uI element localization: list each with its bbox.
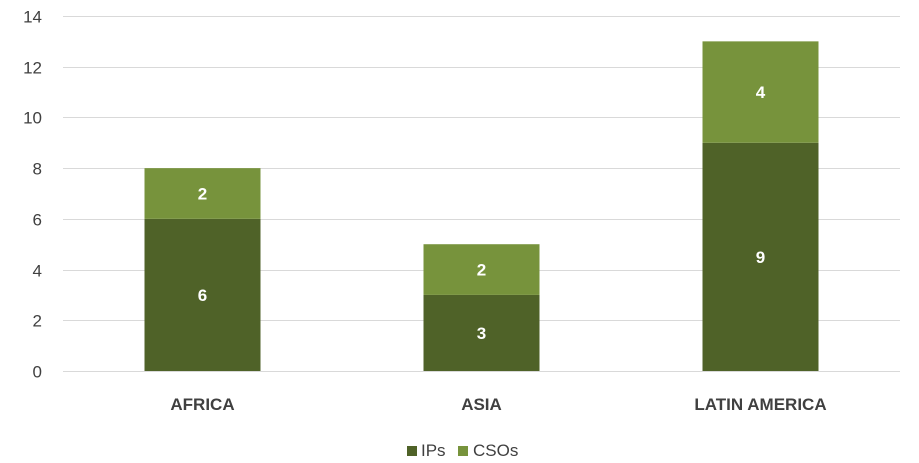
legend-swatch-csos — [458, 446, 468, 456]
y-tick-label: 8 — [33, 160, 42, 179]
x-axis-categories: AFRICA ASIA LATIN AMERICA — [170, 395, 826, 414]
y-tick-label: 4 — [33, 262, 42, 281]
y-tick-label: 0 — [33, 363, 42, 382]
bar-ips-asia — [423, 294, 540, 371]
y-tick-label: 10 — [23, 109, 42, 128]
legend: IPs CSOs — [407, 441, 518, 460]
y-tick-label: 6 — [33, 211, 42, 230]
bar-csos-africa — [144, 168, 261, 219]
data-label: 6 — [198, 286, 207, 305]
legend-swatch-ips — [407, 446, 417, 456]
x-category-label: LATIN AMERICA — [694, 395, 826, 414]
bar-csos-latin-america — [702, 41, 819, 143]
x-category-label: AFRICA — [170, 395, 234, 414]
bar-csos-asia — [423, 244, 540, 295]
y-axis-ticks: 0 2 4 6 8 10 12 14 — [23, 8, 42, 382]
data-label: 2 — [477, 261, 486, 280]
legend-label-csos: CSOs — [473, 441, 518, 460]
data-label: 3 — [477, 324, 486, 343]
bar-ips-latin-america — [702, 142, 819, 371]
bar-ips-africa — [144, 218, 261, 371]
y-tick-label: 12 — [23, 59, 42, 78]
y-tick-label: 14 — [23, 8, 42, 27]
data-label: 4 — [756, 83, 766, 102]
data-labels: 6 2 3 2 9 4 — [198, 83, 766, 343]
data-label: 9 — [756, 248, 765, 267]
data-label: 2 — [198, 185, 207, 204]
y-tick-label: 2 — [33, 312, 42, 331]
legend-label-ips: IPs — [421, 441, 446, 460]
x-category-label: ASIA — [461, 395, 502, 414]
bars — [144, 41, 819, 371]
